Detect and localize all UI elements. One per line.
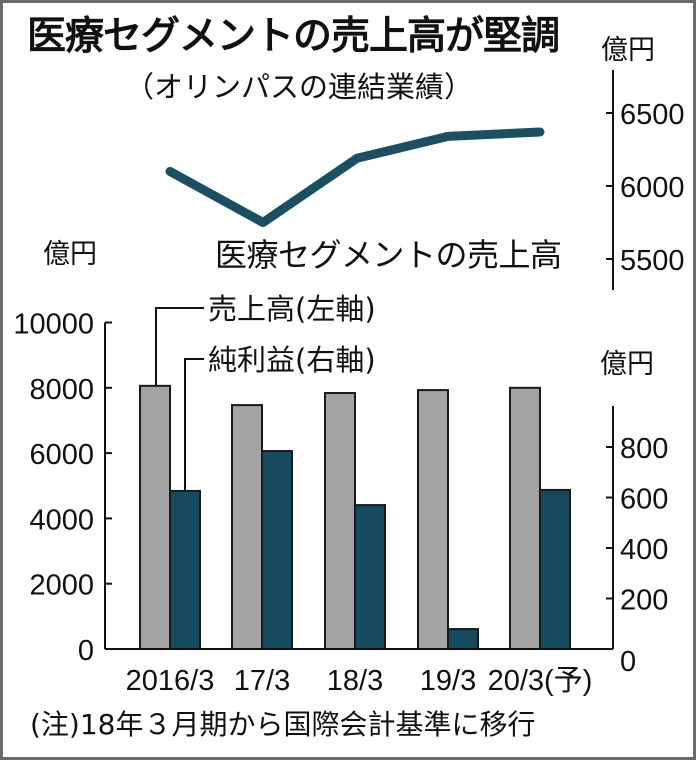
left-axis-tick-label: 4000 <box>29 504 94 536</box>
bar-sales <box>324 392 356 650</box>
left-axis-tick-label: 10000 <box>13 309 94 341</box>
x-category-label: 18/3 <box>327 665 383 697</box>
right-axis-tick-label: 400 <box>620 534 668 566</box>
bar-series <box>105 384 613 651</box>
bar-profit <box>354 504 386 651</box>
x-category-label: 19/3 <box>420 665 476 697</box>
legend-sales: 売上高(左軸) <box>208 292 376 326</box>
line-axis-unit: 億円 <box>601 35 655 66</box>
left-axis-tick-label: 6000 <box>29 439 94 471</box>
bar-left-axis: 0 2000 4000 6000 8000 10000 <box>13 309 112 667</box>
left-axis-tick-label: 0 <box>78 635 94 667</box>
bar-sales <box>139 384 171 650</box>
right-axis-tick-label: 0 <box>620 646 636 678</box>
bar-profit <box>447 628 479 650</box>
footnote: (注)18年３月期から国際会計基準に移行 <box>30 708 536 741</box>
line-axis-tick-label: 5500 <box>620 245 685 277</box>
x-axis-categories: 2016/3 17/3 18/3 19/3 20/3(予) <box>126 665 593 697</box>
right-axis-tick-label: 800 <box>620 433 668 465</box>
leader-profit <box>184 358 204 491</box>
line-axis-tick-label: 6000 <box>620 172 685 204</box>
chart-subtitle: （オリンパスの連結業績） <box>125 70 474 104</box>
left-axis-tick-label: 8000 <box>29 374 94 406</box>
right-axis-tick-label: 200 <box>620 585 668 617</box>
right-axis-unit: 億円 <box>600 349 654 380</box>
line-series-label: 医療セグメントの売上高 <box>215 236 562 274</box>
leader-sales <box>155 307 204 386</box>
bar-sales <box>509 386 541 650</box>
chart-title: 医療セグメントの売上高が堅調 <box>27 14 560 59</box>
bar-profit <box>261 450 293 651</box>
bar-profit <box>539 488 571 650</box>
x-category-label: 2016/3 <box>126 665 215 697</box>
line-axis-tick-label: 6500 <box>620 99 685 131</box>
x-category-label: 17/3 <box>234 665 290 697</box>
line-series-sales-medical <box>165 127 545 227</box>
right-axis-tick-label: 600 <box>620 484 668 516</box>
bar-profit <box>169 489 201 650</box>
bar-right-axis: 0 200 400 600 800 <box>606 406 668 678</box>
bar-sales <box>417 389 449 650</box>
left-axis-unit: 億円 <box>43 239 97 270</box>
bar-sales <box>231 404 263 650</box>
line-right-axis: 5500 6000 6500 <box>606 70 685 290</box>
legend-profit: 純利益(右軸) <box>208 343 376 377</box>
left-axis-tick-label: 2000 <box>29 570 94 602</box>
legend-leader-lines <box>155 307 204 491</box>
x-category-label: 20/3(予) <box>488 665 593 697</box>
